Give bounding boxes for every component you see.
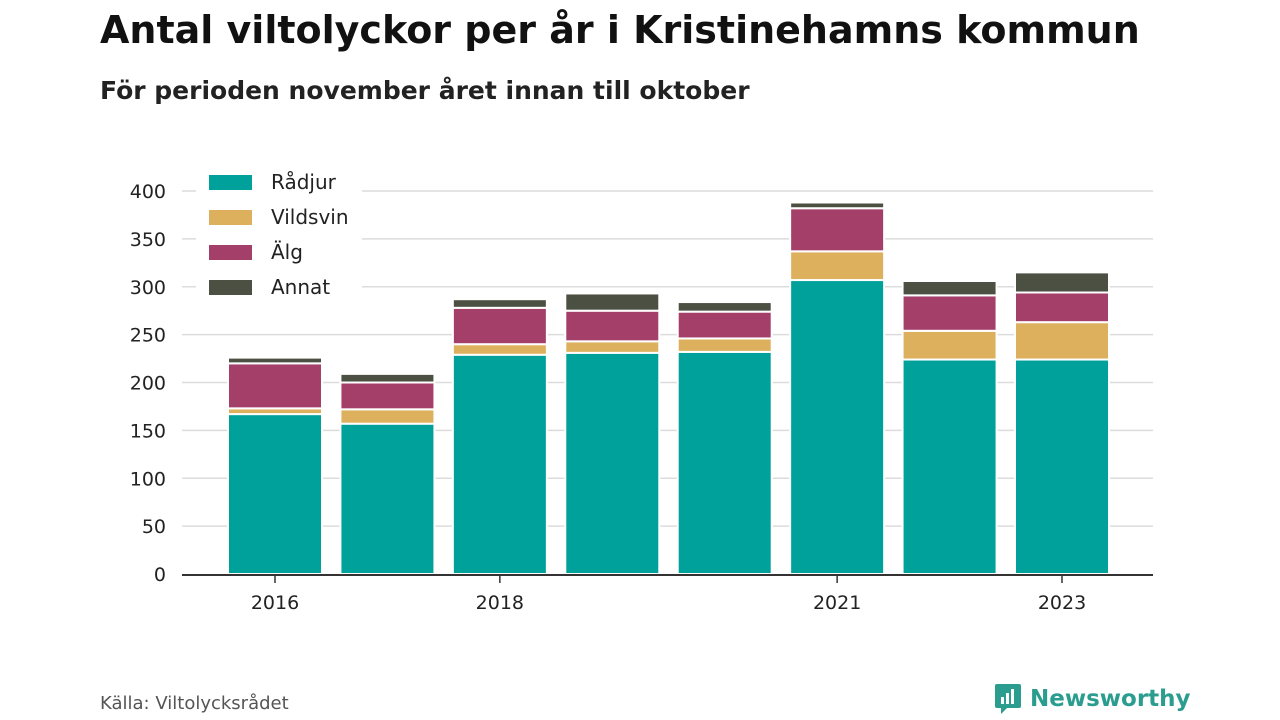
bar-segment [451, 343, 548, 356]
y-tick-label: 0 [154, 564, 166, 586]
bar-segment [227, 356, 323, 365]
source-note: Källa: Viltolycksrådet [100, 693, 289, 714]
bar-segment [451, 298, 548, 309]
bar-stack [789, 201, 886, 575]
bar-segment [901, 294, 998, 332]
bar-segment [789, 201, 886, 210]
y-tick-label: 50 [142, 516, 166, 538]
bar-stack [676, 301, 773, 575]
bar-stack [227, 356, 323, 575]
legend-swatch [209, 175, 252, 190]
y-tick-label: 300 [130, 277, 166, 299]
legend-swatch [209, 280, 252, 295]
bar-segment [564, 292, 661, 312]
bar-stack [564, 292, 661, 575]
legend-label: Älg [271, 240, 303, 264]
bars [227, 201, 1110, 576]
bar-segment [789, 250, 886, 282]
bar-segment [1014, 291, 1110, 324]
bar-segment [339, 408, 436, 425]
x-tick-label: 2021 [813, 592, 861, 614]
bar-segment [676, 337, 773, 353]
x-tick-label: 2023 [1038, 592, 1086, 614]
bar-segment [1014, 358, 1110, 575]
bar-stack [339, 372, 436, 575]
bar-segment [789, 279, 886, 575]
bar-segment [339, 381, 436, 411]
legend-item[interactable]: Rådjur [209, 170, 337, 194]
bar-segment [564, 309, 661, 343]
bar-stack [1014, 271, 1110, 575]
x-tick-label: 2018 [476, 592, 524, 614]
chart-title: Antal viltolyckor per år i Kristinehamns… [100, 8, 1140, 52]
bar-segment [1014, 271, 1110, 294]
bar-segment [676, 301, 773, 313]
legend-item[interactable]: Annat [209, 275, 330, 299]
brand-logo[interactable]: Newsworthy [993, 682, 1191, 716]
bar-segment [564, 340, 661, 354]
bar-segment [901, 329, 998, 361]
bar-segment [676, 350, 773, 575]
y-tick-label: 350 [130, 229, 166, 251]
bar-segment [339, 422, 436, 575]
bar-segment [227, 413, 323, 575]
bar-segment [676, 310, 773, 340]
bar-stack [451, 298, 548, 576]
y-axis-tick-labels: 0 50 100 150 200 250 300 350 400 [130, 181, 166, 586]
newsworthy-logo-icon [995, 684, 1021, 714]
y-tick-label: 100 [130, 468, 166, 490]
x-axis-tick-labels: 2016 2018 2021 2023 [251, 576, 1086, 614]
y-tick-label: 150 [130, 420, 166, 442]
brand-name: Newsworthy [1030, 686, 1191, 712]
y-tick-label: 400 [130, 181, 166, 203]
bar-segment [901, 280, 998, 297]
legend-item[interactable]: Vildsvin [209, 205, 349, 229]
bar-segment [564, 351, 661, 575]
bar-segment [339, 372, 436, 384]
bar-segment [901, 358, 998, 575]
x-tick-label: 2016 [251, 592, 299, 614]
bar-segment [1014, 321, 1110, 361]
bar-segment [227, 362, 323, 410]
legend: Rådjur Vildsvin Älg Annat [196, 164, 362, 306]
y-tick-label: 200 [130, 373, 166, 395]
chart-subtitle: För perioden november året innan till ok… [100, 76, 750, 105]
bar-segment [789, 207, 886, 253]
legend-swatch [209, 245, 252, 260]
bar-segment [451, 353, 548, 576]
legend-label: Rådjur [271, 170, 337, 194]
legend-item[interactable]: Älg [209, 240, 303, 264]
bar-stack [901, 280, 998, 575]
legend-swatch [209, 210, 252, 225]
bar-segment [451, 306, 548, 346]
y-tick-label: 250 [130, 325, 166, 347]
legend-label: Vildsvin [271, 205, 349, 229]
legend-label: Annat [271, 275, 330, 299]
